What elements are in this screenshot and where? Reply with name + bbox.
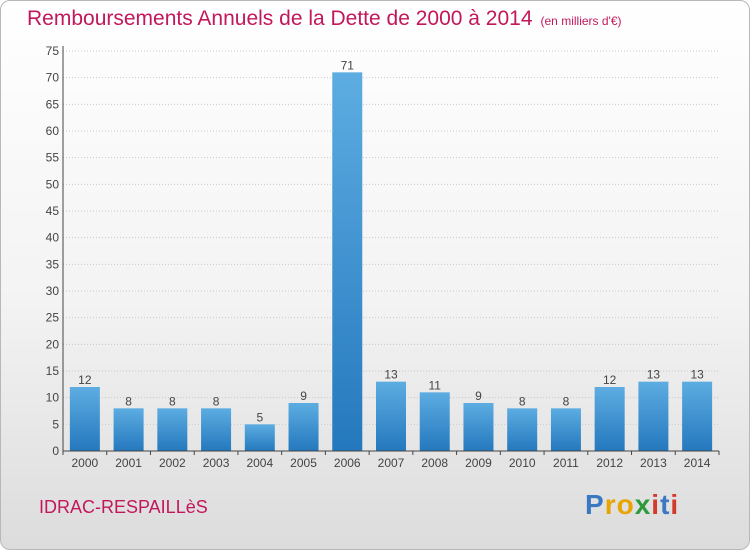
chart-title-text: Remboursements Annuels de la Dette de 20… [27,7,533,30]
bar [157,408,188,451]
y-tick-label: 55 [46,151,60,165]
data-label: 8 [125,394,132,408]
data-label: 12 [603,373,617,387]
x-tick-label: 2011 [553,456,579,470]
bar [507,408,538,451]
bar [594,387,625,451]
data-label: 5 [256,410,263,424]
x-tick-label: 2014 [684,456,711,470]
bar [376,381,406,451]
x-tick-label: 2012 [596,456,623,470]
y-tick-label: 35 [46,257,60,271]
data-label: 8 [213,394,220,408]
x-tick-label: 2000 [72,456,99,470]
bar [201,408,232,451]
y-tick-label: 5 [52,417,59,431]
x-tick-label: 2002 [159,456,186,470]
y-tick-label: 25 [46,311,60,325]
bar [550,408,581,451]
y-tick-label: 0 [52,444,59,458]
data-label: 13 [384,368,398,382]
x-tick-label: 2008 [421,456,448,470]
bar [463,403,494,451]
bar [638,381,669,451]
y-tick-label: 60 [46,124,60,138]
x-tick-label: 2003 [203,456,230,470]
x-tick-label: 2006 [334,456,361,470]
x-tick-label: 2010 [509,456,536,470]
data-label: 13 [647,368,661,382]
chart-subtitle: (en milliers d'€) [540,14,622,28]
data-label: 71 [341,58,355,72]
y-tick-label: 65 [46,97,60,111]
data-label: 9 [300,389,307,403]
bar [682,381,713,451]
x-tick-label: 2004 [246,456,273,470]
y-tick-label: 20 [46,337,60,351]
data-label: 8 [169,394,176,408]
y-tick-label: 15 [46,364,60,378]
bar [419,392,450,451]
bar [69,387,100,451]
bar [288,403,319,451]
y-tick-label: 50 [46,177,60,191]
data-label: 9 [475,389,482,403]
data-label: 8 [563,394,570,408]
y-tick-label: 45 [46,204,60,218]
commune-name: IDRAC-RESPAILLèS [39,497,208,517]
x-tick-label: 2005 [290,456,317,470]
data-label: 13 [690,368,704,382]
proxiti-logo: Proxiti [585,489,680,520]
chart-title: Remboursements Annuels de la Dette de 20… [27,7,622,31]
x-tick-label: 2001 [115,456,142,470]
bar [113,408,144,451]
data-label: 11 [428,378,441,392]
data-label: 12 [78,373,92,387]
data-label: 8 [519,394,526,408]
x-tick-label: 2009 [465,456,492,470]
y-tick-label: 70 [46,71,60,85]
bar [244,424,275,451]
bar [332,72,363,451]
y-tick-label: 40 [46,231,60,245]
x-tick-label: 2013 [640,456,667,470]
x-tick-label: 2007 [378,456,405,470]
y-tick-label: 10 [46,391,60,405]
y-tick-label: 30 [46,284,60,298]
y-tick-label: 75 [46,44,60,58]
